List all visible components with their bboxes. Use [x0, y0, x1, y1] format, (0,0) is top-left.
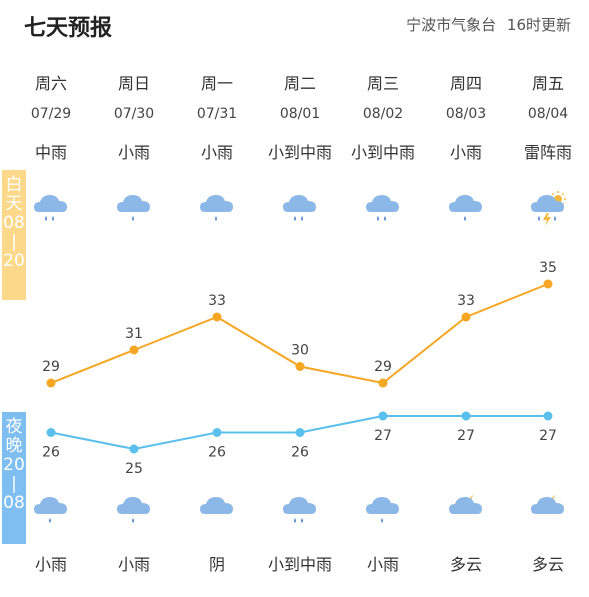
high-temp-point [461, 312, 471, 322]
update-info: 宁波市气象台 16时更新 [406, 14, 571, 35]
high-temp-point [543, 279, 553, 289]
light-rain-icon [114, 490, 154, 530]
low-temp-point [212, 428, 222, 437]
date-label: 08/04 [527, 106, 569, 122]
weekday-label: 周二 [283, 74, 316, 93]
night-weather-label: 多云 [449, 555, 482, 574]
night-weather-label: 阴 [208, 555, 225, 574]
low-temp-label: 26 [42, 445, 60, 461]
high-temp-point [212, 312, 222, 322]
moderate-rain-icon [280, 490, 320, 530]
date-label: 08/03 [445, 106, 487, 122]
day-weather-label: 小雨 [449, 143, 482, 162]
day-weather-label: 雷阵雨 [523, 143, 572, 162]
high-temp-label: 35 [539, 260, 557, 276]
night-weather-label: 小到中雨 [267, 555, 332, 574]
moderate-rain-icon [31, 188, 71, 228]
high-temp-label: 31 [125, 326, 143, 342]
date-label: 08/02 [362, 106, 404, 122]
moderate-rain-icon [280, 188, 320, 228]
day-weather-label: 小到中雨 [267, 143, 332, 162]
high-temp-label: 33 [457, 293, 475, 309]
moderate-rain-icon [363, 188, 403, 228]
weekday-row: 周六 周日 周一 周二 周三 周四 周五 [0, 70, 589, 94]
high-temp-label: 33 [208, 293, 226, 309]
high-temp-label: 29 [374, 359, 392, 375]
date-row: 07/29 07/30 07/31 08/01 08/02 08/03 08/04 [0, 106, 589, 130]
high-temp-point [129, 345, 139, 355]
band-char: 晚 [5, 436, 23, 456]
band-char: 20 [3, 251, 25, 271]
day-weather-label: 中雨 [34, 143, 67, 162]
cloudy-night-icon [528, 490, 568, 530]
light-rain-icon [446, 188, 486, 228]
low-temp-point [461, 411, 471, 421]
night-weather-label: 多云 [531, 555, 564, 574]
day-weather-label: 小雨 [200, 143, 233, 162]
day-weather-label: 小雨 [117, 143, 150, 162]
weekday-label: 周四 [449, 74, 482, 93]
band-char: 08 [3, 493, 25, 513]
update-time: 16时更新 [506, 16, 571, 34]
nighttime-band: 夜晚 20 | 08 [2, 412, 26, 544]
night-weather-label: 小雨 [366, 555, 399, 574]
high-temp-point [46, 378, 56, 388]
night-weather-label: 小雨 [117, 555, 150, 574]
source-label: 宁波市气象台 [406, 16, 497, 34]
day-weather-label: 小到中雨 [350, 143, 415, 162]
date-label: 08/01 [279, 106, 321, 122]
band-char: 夜 [5, 417, 23, 437]
low-temp-label: 27 [457, 428, 475, 444]
low-temp-label: 26 [208, 445, 226, 461]
low-temp-label: 27 [539, 428, 557, 444]
band-char: | [11, 474, 17, 494]
low-temp-label: 27 [374, 428, 392, 444]
high-temp-label: 29 [42, 359, 60, 375]
low-temp-point [129, 444, 139, 454]
weekday-label: 周日 [117, 74, 150, 93]
weekday-label: 周一 [200, 74, 233, 93]
low-temp-point [295, 428, 305, 437]
overcast-icon [197, 490, 237, 530]
date-label: 07/31 [196, 106, 238, 122]
band-char: 天 [5, 194, 23, 214]
thunderstorm-icon [528, 188, 568, 228]
day-weather-row: 中雨 小雨 小雨 小到中雨 小到中雨 小雨 雷阵雨 [0, 139, 589, 163]
band-char: 白 [5, 175, 23, 195]
band-char: 20 [3, 455, 25, 475]
high-temp-point [295, 362, 305, 371]
date-label: 07/30 [113, 106, 155, 122]
low-temp-point [543, 411, 553, 421]
band-char: 08 [3, 213, 25, 233]
light-rain-icon [31, 490, 71, 530]
low-temp-point [378, 411, 388, 421]
weekday-label: 周三 [366, 74, 399, 93]
cloudy-night-icon [446, 490, 486, 530]
weekday-label: 周五 [531, 74, 564, 93]
weekday-label: 周六 [34, 74, 67, 93]
light-rain-icon [197, 188, 237, 228]
low-temp-label: 26 [291, 445, 309, 461]
date-label: 07/29 [30, 106, 72, 122]
high-temp-label: 30 [291, 343, 309, 359]
page-title: 七天预报 [24, 16, 113, 41]
light-rain-icon [363, 490, 403, 530]
night-weather-row: 小雨 小雨 阴 小到中雨 小雨 多云 多云 [0, 551, 589, 575]
night-weather-label: 小雨 [34, 555, 67, 574]
high-temp-point [378, 378, 388, 388]
band-char: | [11, 232, 17, 252]
light-rain-icon [114, 188, 154, 228]
low-temp-point [46, 428, 56, 437]
low-temp-label: 25 [125, 461, 143, 477]
daytime-band: 白天 08 | 20 [2, 170, 26, 300]
